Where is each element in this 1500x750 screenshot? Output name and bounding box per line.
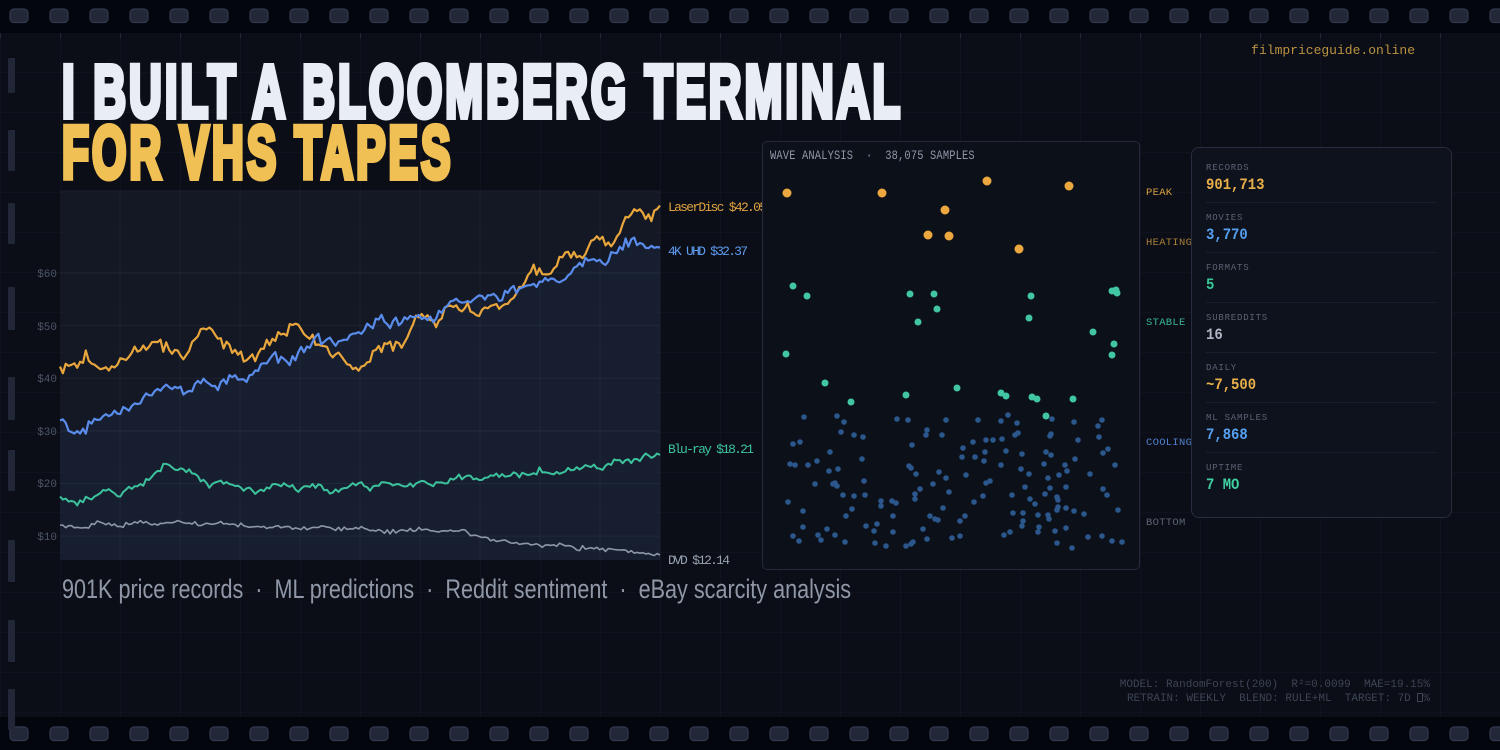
svg-text:4K UHD $32.37: 4K UHD $32.37: [668, 244, 748, 259]
svg-text:$30: $30: [37, 427, 57, 439]
svg-text:$10: $10: [37, 532, 57, 544]
svg-text:$50: $50: [37, 322, 57, 334]
svg-text:LaserDisc $42.05: LaserDisc $42.05: [668, 200, 767, 215]
svg-text:$20: $20: [37, 479, 57, 491]
svg-text:DVD $12.14: DVD $12.14: [668, 553, 730, 568]
svg-text:Blu-ray $18.21: Blu-ray $18.21: [668, 442, 754, 457]
svg-text:$40: $40: [37, 374, 57, 386]
svg-text:$60: $60: [37, 269, 57, 281]
